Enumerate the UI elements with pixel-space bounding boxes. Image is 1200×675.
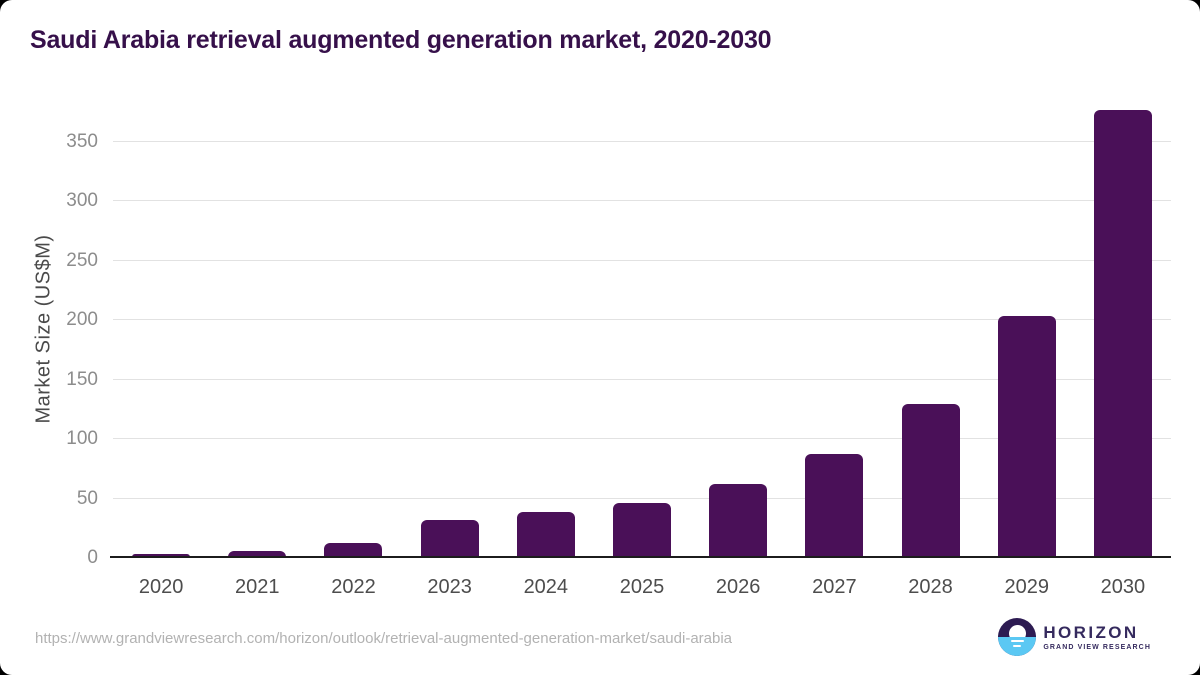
horizon-sun-icon: [998, 618, 1037, 656]
bar-2020: [132, 554, 191, 557]
bar-2026: [709, 484, 768, 557]
x-label-2025: 2025: [619, 576, 665, 598]
x-label-2020: 2020: [138, 576, 184, 598]
y-tick-150: 150: [66, 368, 98, 390]
y-tick-300: 300: [66, 190, 98, 212]
reflection-line: [1013, 644, 1022, 647]
plot-area: [110, 100, 1171, 558]
x-label-2026: 2026: [715, 576, 761, 598]
x-label-2029: 2029: [1004, 576, 1049, 598]
y-axis-title: Market Size (US$M): [32, 234, 55, 424]
reflection-line: [1010, 639, 1024, 642]
y-tick-350: 350: [66, 130, 98, 152]
x-label-2030: 2030: [1100, 576, 1146, 598]
logo-brand: HORIZON: [1043, 622, 1139, 642]
horizon-logo: HORIZON GRAND VIEW RESEARCH: [998, 618, 1151, 656]
x-label-2022: 2022: [331, 576, 376, 598]
x-label-2028: 2028: [908, 576, 953, 598]
x-axis-line: [110, 556, 1171, 558]
gridline-250: [113, 259, 1171, 261]
x-label-2021: 2021: [235, 576, 280, 598]
bar-2030: [1093, 109, 1152, 557]
bar-2024: [516, 512, 575, 557]
y-tick-0: 0: [87, 547, 98, 568]
chart-title: Saudi Arabia retrieval augmented generat…: [30, 26, 772, 54]
y-tick-100: 100: [66, 428, 98, 450]
logo-text: HORIZON GRAND VIEW RESEARCH: [1043, 622, 1151, 651]
x-label-2023: 2023: [427, 576, 472, 598]
x-label-2024: 2024: [523, 576, 569, 598]
bar-2021: [228, 551, 287, 557]
source-url: https://www.grandviewresearch.com/horizo…: [35, 630, 733, 647]
bar-2029: [997, 315, 1056, 557]
gridline-100: [113, 438, 1171, 440]
y-tick-250: 250: [66, 249, 98, 271]
bar-2023: [420, 519, 479, 557]
y-tick-200: 200: [66, 309, 98, 331]
gridline-50: [113, 497, 1171, 499]
bar-2027: [805, 454, 864, 557]
bar-2025: [613, 503, 671, 557]
bar-2028: [901, 404, 960, 557]
y-tick-50: 50: [76, 487, 98, 509]
gridline-150: [113, 378, 1171, 380]
logo-subtitle: GRAND VIEW RESEARCH: [1043, 643, 1151, 651]
bar-2022: [324, 542, 383, 557]
x-label-2027: 2027: [812, 576, 857, 598]
gridline-200: [113, 319, 1171, 321]
gridline-300: [113, 200, 1171, 202]
gridline-350: [113, 140, 1171, 142]
